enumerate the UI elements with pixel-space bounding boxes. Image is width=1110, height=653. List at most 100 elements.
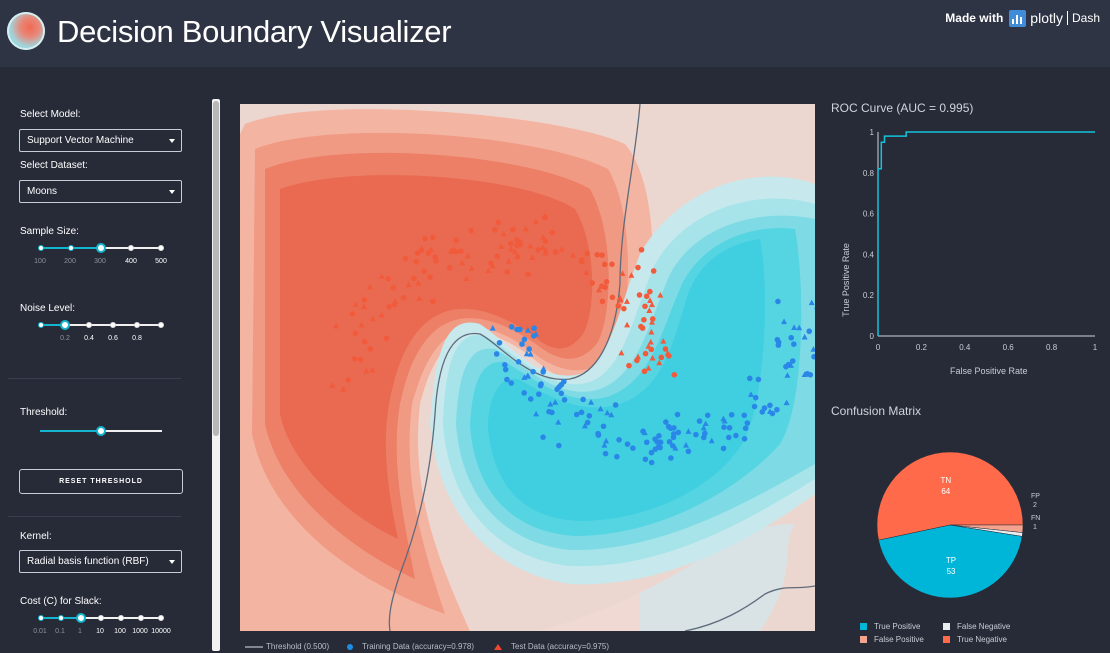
decision-boundary-plot[interactable] xyxy=(240,104,815,631)
training-point-blue xyxy=(806,328,812,334)
training-point-blue xyxy=(721,446,727,452)
training-point-blue xyxy=(733,433,739,439)
noise-level-slider[interactable] xyxy=(38,320,164,330)
training-point-blue xyxy=(788,335,794,341)
section-divider xyxy=(8,378,181,379)
slider-mark-label: 1000 xyxy=(132,628,148,635)
training-point-blue xyxy=(668,425,674,431)
training-point-blue xyxy=(509,324,515,330)
slider-mark-dot[interactable] xyxy=(158,245,164,251)
training-point-blue xyxy=(517,327,523,333)
training-point-blue xyxy=(558,390,564,396)
pie-legend-label: False Positive xyxy=(874,635,924,644)
training-point-blue xyxy=(663,419,669,425)
training-point-blue xyxy=(727,425,733,431)
roc-y-tick-label: 0.6 xyxy=(863,210,875,219)
threshold-slider[interactable] xyxy=(38,426,164,436)
training-point-blue xyxy=(729,412,735,418)
roc-x-tick-label: 0.6 xyxy=(1003,343,1015,352)
training-point-red xyxy=(610,295,616,301)
training-point-blue xyxy=(521,390,527,396)
training-point-blue xyxy=(538,383,544,389)
cost-slider-handle[interactable] xyxy=(76,613,86,623)
training-point-red xyxy=(352,356,358,362)
training-point-red xyxy=(659,355,665,361)
training-point-red xyxy=(430,299,436,305)
training-point-red xyxy=(401,295,407,301)
slider-mark-label: 1 xyxy=(78,628,82,635)
noise-level-slider-handle[interactable] xyxy=(60,320,70,330)
pie-value-fn: 1 xyxy=(1033,524,1037,531)
training-point-red xyxy=(672,372,678,378)
sample-size-slider-handle[interactable] xyxy=(96,243,106,253)
app-header: Decision Boundary Visualizer Made with p… xyxy=(0,0,1110,67)
training-point-blue xyxy=(721,424,727,430)
training-point-red xyxy=(514,237,520,243)
training-point-blue xyxy=(805,371,811,377)
training-point-blue xyxy=(652,436,658,442)
training-point-blue xyxy=(574,412,580,418)
slider-mark-dot[interactable] xyxy=(86,322,92,328)
threshold-slider-handle[interactable] xyxy=(96,426,106,436)
reset-threshold-button[interactable]: RESET THRESHOLD xyxy=(19,469,183,494)
sample-size-slider[interactable] xyxy=(38,243,164,253)
slider-mark-dot[interactable] xyxy=(38,322,44,328)
training-point-red xyxy=(641,317,647,323)
training-point-red xyxy=(488,260,494,266)
training-point-blue xyxy=(540,434,546,440)
roc-x-tick-label: 1 xyxy=(1093,343,1098,352)
training-point-red xyxy=(350,311,356,317)
slider-mark-dot[interactable] xyxy=(134,322,140,328)
training-point-blue xyxy=(616,437,622,443)
slider-mark-dot[interactable] xyxy=(138,615,144,621)
training-point-red xyxy=(651,268,657,274)
training-point-blue xyxy=(747,376,753,382)
slider-mark-dot[interactable] xyxy=(128,245,134,251)
slider-mark-dot[interactable] xyxy=(98,615,104,621)
training-point-red xyxy=(392,302,398,308)
training-point-red xyxy=(384,336,390,342)
roc-y-tick-label: 0.2 xyxy=(863,291,875,300)
training-point-red xyxy=(643,351,649,357)
training-point-red xyxy=(504,269,510,275)
scrollbar-thumb[interactable] xyxy=(213,101,219,436)
training-point-blue xyxy=(697,418,703,424)
training-point-red xyxy=(579,257,585,263)
training-point-red xyxy=(525,271,531,277)
slider-mark-dot[interactable] xyxy=(68,245,74,251)
cost-slider[interactable] xyxy=(38,613,164,623)
model-dropdown[interactable]: Support Vector Machine xyxy=(19,129,182,152)
roc-y-tick-label: 0.8 xyxy=(863,169,875,178)
slider-mark-label: 400 xyxy=(125,258,137,265)
training-point-red xyxy=(345,377,351,383)
slider-mark-dot[interactable] xyxy=(38,615,44,621)
training-point-blue xyxy=(556,384,562,390)
training-point-red xyxy=(458,248,464,254)
kernel-dropdown[interactable]: Radial basis function (RBF) xyxy=(19,550,182,573)
dataset-dropdown[interactable]: Moons xyxy=(19,180,182,203)
pie-label-fn: FN xyxy=(1031,515,1040,522)
training-point-red xyxy=(386,304,392,310)
made-with-label: Made with xyxy=(945,11,1003,25)
training-point-blue xyxy=(702,431,708,437)
made-with-plotly-link[interactable]: Made with plotly Dash xyxy=(945,8,1100,28)
training-point-red xyxy=(403,256,409,262)
training-point-red xyxy=(626,363,632,369)
training-point-blue xyxy=(745,420,751,426)
slider-mark-dot[interactable] xyxy=(58,615,64,621)
slider-mark-dot[interactable] xyxy=(110,322,116,328)
sidebar-scrollbar[interactable] xyxy=(212,99,220,651)
slider-mark-dot[interactable] xyxy=(38,245,44,251)
plot-legend: Threshold (0.500) Training Data (accurac… xyxy=(245,641,845,653)
slider-mark-dot[interactable] xyxy=(158,615,164,621)
training-point-blue xyxy=(531,333,537,339)
slider-mark-dot[interactable] xyxy=(158,322,164,328)
slider-mark-label: 10000 xyxy=(151,628,170,635)
training-point-blue xyxy=(753,395,759,401)
slider-mark-dot[interactable] xyxy=(118,615,124,621)
noise-level-label: Noise Level: xyxy=(20,303,75,314)
